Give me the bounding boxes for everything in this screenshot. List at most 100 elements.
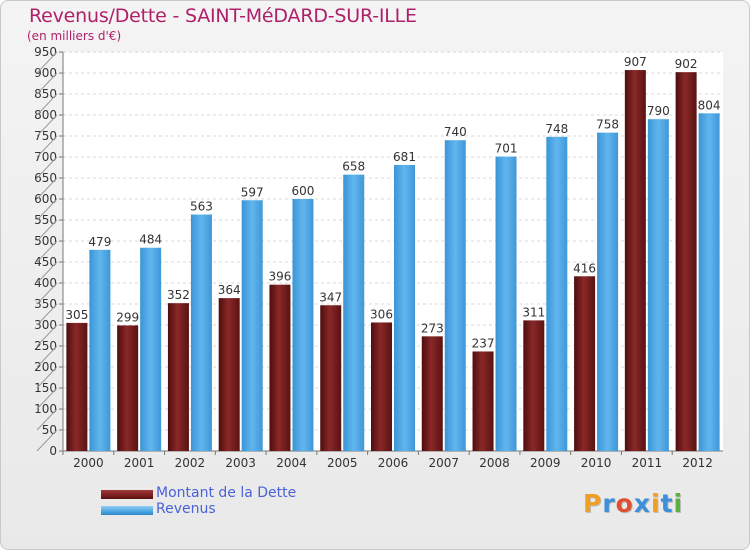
data-label-dette: 364 <box>218 283 241 297</box>
data-label-dette: 299 <box>116 310 139 324</box>
bar-revenus <box>241 200 263 451</box>
x-tick-label: 2002 <box>175 456 206 470</box>
x-tick-label: 2009 <box>530 456 561 470</box>
y-tick-label: 950 <box>34 45 57 59</box>
y-axis-decoration <box>36 198 58 221</box>
y-tick-label: 0 <box>49 444 57 458</box>
bar-dette <box>624 70 646 451</box>
y-axis-decoration <box>36 303 58 326</box>
data-label-revenus: 658 <box>342 160 365 174</box>
bar-dette <box>371 322 392 451</box>
data-label-dette: 347 <box>319 290 342 304</box>
y-axis-decoration <box>36 219 58 242</box>
data-label-dette: 305 <box>65 308 88 322</box>
bar-dette <box>218 298 240 451</box>
x-tick-label: 2005 <box>327 456 358 470</box>
data-label-dette: 273 <box>421 321 444 335</box>
logo-letter: i <box>673 489 684 518</box>
x-tick-label: 2008 <box>479 456 510 470</box>
x-tick-label: 2003 <box>225 456 256 470</box>
bar-dette <box>269 284 291 451</box>
bar-dette <box>421 336 443 451</box>
legend-label-revenus: Revenus <box>156 501 216 517</box>
y-axis-decoration <box>36 324 58 347</box>
y-axis-decoration <box>36 282 58 305</box>
data-label-dette: 311 <box>522 305 545 319</box>
x-tick-label: 2012 <box>682 456 713 470</box>
bar-revenus <box>495 156 517 451</box>
data-label-revenus: 701 <box>495 142 518 156</box>
data-label-revenus: 563 <box>190 200 213 214</box>
y-axis-decoration <box>36 366 58 389</box>
legend-label-dette: Montant de la Dette <box>156 485 297 501</box>
y-axis-decoration <box>36 72 58 95</box>
logo-letter: t <box>660 489 674 518</box>
y-axis-decoration <box>36 387 58 410</box>
data-label-dette: 306 <box>370 307 393 321</box>
data-label-dette: 237 <box>472 336 495 350</box>
chart-subtitle: (en milliers d'€) <box>27 29 122 43</box>
bar-dette <box>675 72 697 451</box>
chart-title: Revenus/Dette - SAINT-MéDARD-SUR-ILLE <box>29 5 417 27</box>
logo-letter: i <box>651 489 661 518</box>
data-label-dette: 416 <box>573 261 596 275</box>
y-axis-decoration <box>36 240 58 263</box>
bar-revenus <box>394 164 415 452</box>
bar-revenus <box>597 132 619 451</box>
y-axis-decoration <box>36 156 58 179</box>
data-label-revenus: 600 <box>292 184 315 198</box>
x-tick-label: 2011 <box>632 456 663 470</box>
bar-revenus <box>89 249 111 451</box>
data-label-revenus: 681 <box>393 150 416 164</box>
y-axis-decoration <box>36 408 58 431</box>
x-tick-label: 2006 <box>378 456 409 470</box>
proxiti-logo: Proxiti <box>583 489 683 518</box>
data-label-dette: 352 <box>167 288 190 302</box>
bar-dette <box>117 325 139 451</box>
x-tick-label: 2007 <box>428 456 459 470</box>
data-label-dette: 907 <box>624 55 647 69</box>
plot-area <box>63 52 723 451</box>
bar-revenus <box>343 174 365 451</box>
data-label-revenus: 597 <box>241 185 264 199</box>
bar-dette <box>66 322 88 451</box>
logo-letter: o <box>615 489 634 518</box>
data-label-revenus: 758 <box>596 118 619 132</box>
legend-swatch-revenus <box>101 506 153 515</box>
data-label-dette: 902 <box>675 57 698 71</box>
logo-letter: r <box>602 489 616 518</box>
bar-revenus <box>292 199 314 451</box>
x-tick-label: 2004 <box>276 456 307 470</box>
y-axis-decoration <box>36 429 58 452</box>
data-label-revenus: 748 <box>545 122 568 136</box>
data-label-dette: 396 <box>269 270 292 284</box>
y-axis-decoration <box>36 51 58 74</box>
bar-dette <box>574 276 596 451</box>
x-tick-label: 2000 <box>73 456 104 470</box>
y-axis-decoration <box>36 261 58 284</box>
x-tick-label: 2001 <box>124 456 155 470</box>
bar-revenus <box>140 247 162 451</box>
bar-revenus <box>444 140 466 451</box>
y-axis-decoration <box>36 135 58 158</box>
y-axis-decoration <box>36 345 58 368</box>
bar-dette <box>523 320 545 451</box>
y-axis-decoration <box>36 177 58 200</box>
data-label-revenus: 484 <box>139 233 162 247</box>
bar-revenus <box>698 113 720 451</box>
bar-dette <box>167 303 189 451</box>
data-label-revenus: 804 <box>698 98 721 112</box>
bar-revenus <box>190 214 212 451</box>
data-label-revenus: 790 <box>647 104 670 118</box>
data-label-revenus: 740 <box>444 125 467 139</box>
data-label-revenus: 479 <box>88 235 111 249</box>
y-tick-label: 50 <box>42 423 57 437</box>
bar-revenus <box>647 119 669 451</box>
legend-swatch-dette <box>101 490 153 499</box>
y-axis-decoration <box>36 114 58 137</box>
logo-letter: x <box>633 489 651 518</box>
x-tick-label: 2010 <box>581 456 612 470</box>
bar-dette <box>472 351 494 451</box>
